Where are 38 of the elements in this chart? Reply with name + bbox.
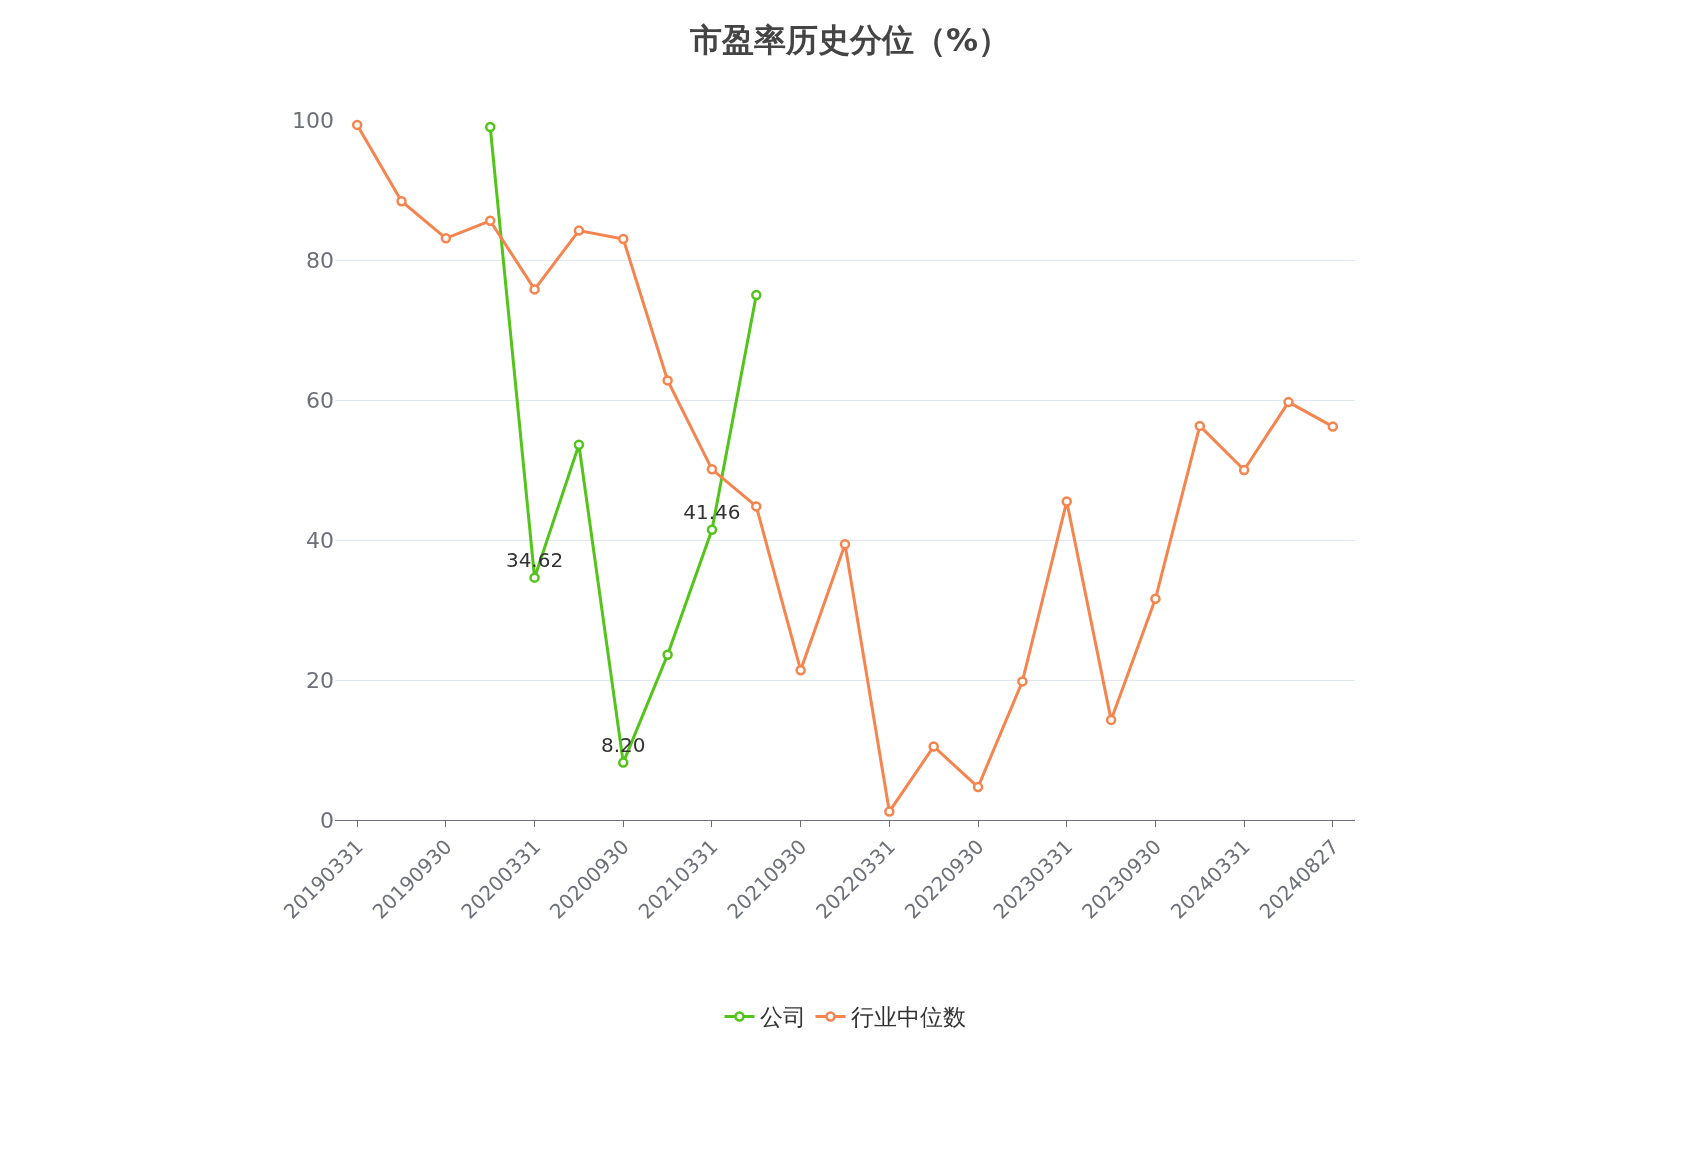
point: [662, 375, 673, 386]
point: [1017, 676, 1028, 687]
point: [618, 757, 629, 768]
legend-label: 公司: [759, 1004, 806, 1031]
point: [706, 524, 718, 536]
point: [751, 289, 762, 301]
y-tick-label: 40: [306, 527, 334, 553]
point: [618, 233, 629, 245]
point: [1105, 714, 1117, 726]
point: [751, 501, 762, 512]
point: [1150, 593, 1161, 605]
y-tick-label: 60: [306, 387, 334, 413]
point: [484, 215, 496, 227]
point: [351, 119, 363, 131]
point: [1061, 496, 1072, 507]
point: [662, 649, 673, 661]
point: [839, 538, 851, 550]
point: [1327, 421, 1339, 432]
point: [484, 121, 496, 133]
y-tick-label: 100: [292, 107, 334, 133]
point: [706, 464, 718, 475]
point: [972, 781, 984, 793]
point: [1238, 464, 1250, 476]
chart-title: 市盈率历史分位（%）: [688, 21, 1011, 60]
y-tick-label: 20: [306, 667, 334, 693]
point: [1283, 396, 1294, 408]
point: [573, 225, 585, 236]
legend-label: 行业中位数: [850, 1004, 966, 1031]
point: [884, 806, 895, 817]
point: [440, 233, 452, 244]
point: [573, 439, 585, 451]
point: [928, 741, 939, 752]
point: [529, 284, 540, 295]
y-tick-label: 0: [320, 807, 334, 833]
point: [1194, 420, 1206, 432]
y-tick-label: 80: [306, 247, 334, 273]
point: [396, 195, 407, 207]
point: [529, 572, 540, 583]
